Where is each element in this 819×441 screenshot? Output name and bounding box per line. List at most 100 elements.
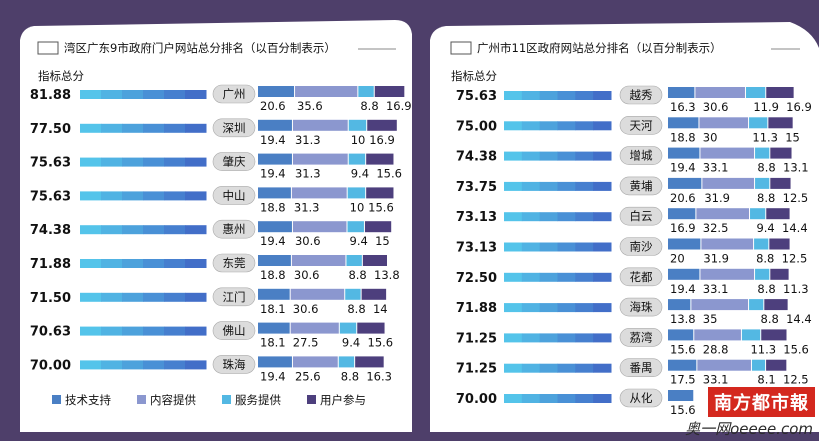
- segment-value-label: 35: [703, 312, 718, 326]
- segment-value-label: 19.4: [260, 133, 286, 147]
- segment-value-label: 8.8: [341, 369, 359, 383]
- segment-value-label: 9.4: [350, 234, 368, 248]
- total-bar: [122, 326, 144, 336]
- segment-value-label: 16.3: [670, 100, 696, 114]
- total-bar: [504, 272, 523, 282]
- segment-bar: [367, 119, 397, 131]
- total-bar: [122, 259, 144, 268]
- total-score: 75.63: [30, 189, 71, 204]
- total-bar: [504, 91, 523, 100]
- category-label: 佛山: [223, 324, 246, 338]
- segment-bar: [755, 268, 770, 280]
- category-label: 珠海: [223, 357, 246, 371]
- y-axis-label: 指标总分: [451, 69, 497, 83]
- category-label: 广州: [223, 87, 246, 101]
- total-bar: [122, 225, 144, 235]
- segment-bar: [770, 177, 791, 189]
- segment-value-label: 18.8: [670, 130, 696, 144]
- total-bar: [557, 212, 576, 222]
- segment-value-label: 18.8: [260, 200, 286, 214]
- segment-bar: [754, 238, 769, 250]
- total-bar: [164, 90, 186, 99]
- segment-value-label: 11.3: [783, 282, 809, 296]
- segment-value-label: 15: [375, 234, 390, 248]
- segment-bar: [691, 299, 749, 311]
- legend-label: 技术支持: [65, 393, 111, 407]
- segment-value-label: 31.9: [704, 191, 730, 205]
- segment-value-label: 31.3: [295, 133, 321, 147]
- total-bar: [143, 191, 165, 201]
- segment-bar: [668, 87, 695, 98]
- total-bar: [164, 191, 186, 201]
- segment-value-label: 20: [670, 252, 685, 266]
- total-bar: [80, 225, 102, 235]
- total-bar: [539, 121, 558, 131]
- total-bar: [557, 242, 576, 252]
- total-score: 75.00: [456, 119, 497, 134]
- total-bar: [164, 360, 186, 370]
- total-bar: [101, 292, 123, 302]
- segment-value-label: 33.1: [703, 282, 729, 296]
- total-bar: [593, 272, 612, 282]
- segment-value-label: 19.4: [260, 369, 286, 383]
- total-bar: [575, 151, 594, 161]
- total-bar: [521, 181, 541, 191]
- segment-bar: [668, 177, 702, 189]
- segment-value-label: 12.5: [783, 191, 809, 205]
- segment-bar: [295, 86, 358, 97]
- total-bar: [101, 225, 123, 235]
- segment-bar: [258, 119, 292, 131]
- segment-value-label: 10: [350, 200, 365, 214]
- segment-bar: [338, 356, 355, 368]
- segment-value-label: 28.8: [703, 342, 729, 356]
- total-bar: [557, 91, 576, 100]
- segment-value-label: 19.4: [260, 234, 286, 248]
- total-score: 70.00: [456, 392, 497, 407]
- segment-bar: [766, 208, 790, 220]
- total-bar: [185, 157, 207, 167]
- total-bar: [164, 326, 186, 336]
- total-bar: [539, 363, 558, 373]
- total-bar: [101, 157, 123, 167]
- segment-bar: [701, 238, 754, 250]
- category-label: 黄埔: [630, 179, 653, 193]
- category-badge: [212, 186, 256, 205]
- segment-bar: [768, 117, 793, 129]
- total-score: 75.63: [30, 156, 71, 171]
- segment-bar: [292, 119, 348, 131]
- total-bar: [185, 360, 207, 370]
- total-score: 72.50: [456, 271, 497, 286]
- segment-bar: [766, 87, 794, 98]
- category-label: 惠州: [223, 222, 246, 236]
- total-score: 73.13: [456, 241, 497, 256]
- segment-bar: [258, 255, 291, 266]
- total-bar: [539, 394, 558, 403]
- segment-value-label: 19.4: [260, 167, 286, 181]
- total-bar: [539, 242, 558, 252]
- title-icon: [450, 41, 472, 55]
- segment-value-label: 25.6: [295, 369, 321, 383]
- total-bar: [122, 90, 144, 99]
- segment-bar: [770, 147, 792, 159]
- category-label: 白云: [630, 209, 653, 223]
- total-bar: [80, 326, 102, 336]
- segment-value-label: 11.3: [750, 342, 776, 356]
- segment-value-label: 31.3: [294, 200, 320, 214]
- category-label: 天河: [630, 118, 653, 132]
- legend-swatch: [307, 395, 316, 404]
- category-label: 南沙: [630, 240, 653, 254]
- total-bar: [164, 292, 186, 302]
- total-bar: [521, 363, 541, 373]
- segment-bar: [374, 86, 405, 97]
- total-bar: [557, 121, 576, 131]
- segment-value-label: 11.9: [753, 100, 779, 114]
- total-score: 73.75: [456, 180, 497, 195]
- segment-bar: [750, 208, 766, 220]
- segment-bar: [755, 177, 770, 189]
- total-bar: [143, 326, 165, 336]
- total-bar: [504, 181, 523, 191]
- segment-bar: [766, 359, 787, 371]
- total-bar: [557, 272, 576, 282]
- total-bar: [143, 123, 165, 133]
- segment-bar: [668, 329, 694, 341]
